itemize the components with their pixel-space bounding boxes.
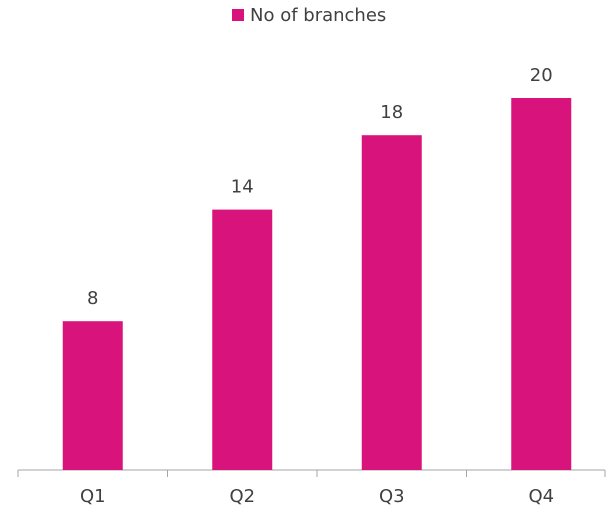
bar: [212, 209, 273, 470]
bar: [511, 98, 572, 470]
data-label: 14: [231, 177, 254, 198]
data-label: 20: [530, 65, 553, 86]
x-tick-label: Q3: [379, 486, 405, 507]
legend-swatch: [232, 9, 244, 21]
x-tick-label: Q2: [229, 486, 255, 507]
legend-label: No of branches: [250, 5, 386, 26]
x-tick-label: Q4: [528, 486, 554, 507]
data-label: 8: [87, 288, 98, 309]
data-label: 18: [380, 102, 403, 123]
bar: [361, 135, 422, 470]
bar: [62, 321, 123, 470]
x-tick-label: Q1: [80, 486, 106, 507]
